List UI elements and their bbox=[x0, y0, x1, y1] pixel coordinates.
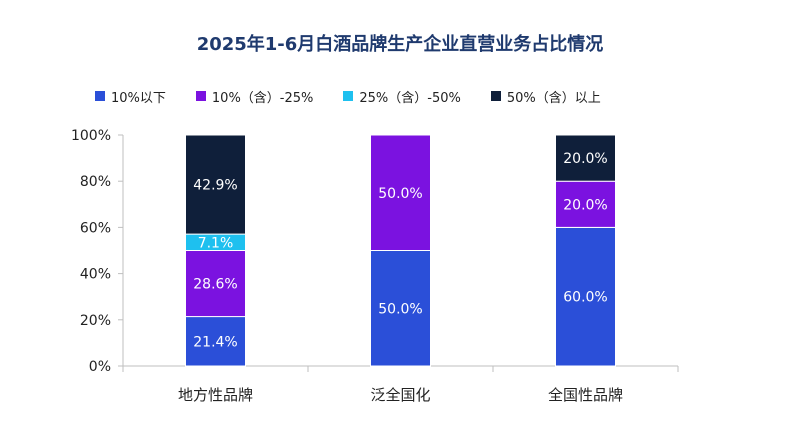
data-label-1-1: 50.0% bbox=[378, 186, 422, 202]
y-tick-label-4: 80% bbox=[80, 174, 111, 190]
data-label-1-0: 50.0% bbox=[378, 301, 422, 317]
data-label-2-3: 20.0% bbox=[563, 151, 607, 167]
bar-0-1 bbox=[185, 250, 246, 318]
legend-label-1: 10%（含）-25% bbox=[211, 90, 314, 106]
legend: 10%以下 10%（含）-25% 25%（含）-50% 50%（含）以上 bbox=[95, 86, 601, 106]
data-label-0-3: 42.9% bbox=[193, 178, 237, 194]
x-tick-label-2: 全国性品牌 bbox=[548, 386, 623, 404]
y-tick-label-2: 40% bbox=[80, 267, 111, 283]
bar-1-0 bbox=[370, 250, 431, 367]
legend-item-1: 10%（含）-25% bbox=[195, 87, 314, 106]
legend-item-0: 10%以下 bbox=[95, 87, 166, 106]
legend-item-3: 50%（含）以上 bbox=[490, 87, 601, 106]
bar-2-3 bbox=[555, 134, 616, 182]
x-tick-label-0: 地方性品牌 bbox=[178, 386, 253, 404]
data-label-2-1: 20.0% bbox=[563, 197, 607, 213]
legend-label-0: 10%以下 bbox=[111, 90, 166, 106]
y-tick-label-3: 60% bbox=[80, 220, 111, 236]
y-tick-label-0: 0% bbox=[89, 359, 111, 375]
x-tick-label-1: 泛全国化 bbox=[370, 386, 430, 404]
bar-2-0 bbox=[555, 226, 616, 367]
legend-item-2: 25%（含）-50% bbox=[343, 87, 461, 106]
legend-swatch-2 bbox=[343, 91, 354, 101]
legend-label-2: 25%（含）-50% bbox=[359, 90, 461, 106]
y-tick-label-5: 100% bbox=[71, 128, 111, 144]
bar-1-1 bbox=[370, 134, 431, 251]
bar-0-3 bbox=[185, 134, 246, 235]
data-label-0-2: 7.1% bbox=[198, 235, 234, 251]
data-label-0-1: 28.6% bbox=[193, 277, 237, 293]
chart-title: 2025年1-6月白酒品牌生产企业直营业务占比情况 bbox=[196, 34, 604, 55]
y-tick-label-1: 20% bbox=[80, 313, 111, 329]
legend-swatch-1 bbox=[195, 91, 206, 101]
legend-swatch-0 bbox=[95, 91, 105, 101]
legend-label-3: 50%（含）以上 bbox=[506, 90, 601, 106]
data-label-2-0: 60.0% bbox=[563, 290, 607, 306]
data-label-0-0: 21.4% bbox=[193, 334, 237, 350]
bar-0-0 bbox=[185, 316, 246, 367]
legend-swatch-3 bbox=[490, 91, 501, 101]
bar-2-1 bbox=[555, 180, 616, 228]
